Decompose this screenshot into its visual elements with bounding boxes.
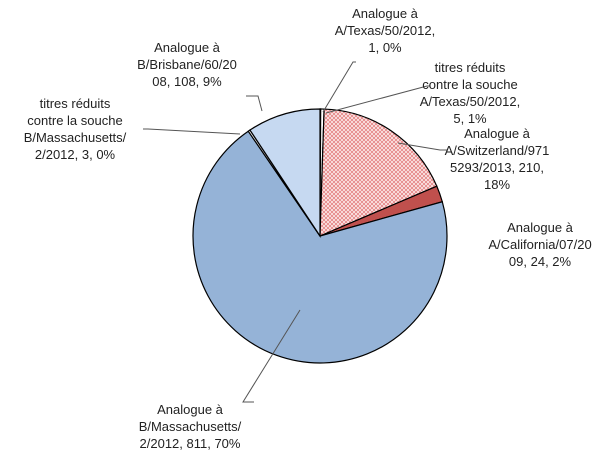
data-label: titres réduits contre la souche B/Massachu… xyxy=(24,96,127,162)
leader-line xyxy=(143,128,241,135)
pie-slice xyxy=(249,108,321,238)
data-label: Analogue à A/California/07/20 09, 24, 2% xyxy=(488,220,591,269)
data-label: Analogue à B/Brisbane/60/20 08, 108, 9% xyxy=(137,40,237,89)
data-label: titres réduits contre la souche A/Texas/50… xyxy=(420,60,520,126)
leader-line xyxy=(242,309,301,403)
data-label: Analogue à A/Switzerland/971 5293/2013, 21… xyxy=(445,126,550,192)
data-label: Analogue à B/Massachusetts/2/2012, 811, 7… xyxy=(139,402,242,451)
leader-line xyxy=(325,85,430,114)
leader-line xyxy=(322,61,356,113)
leader-line xyxy=(397,142,447,151)
data-label: Analogue à A/Texas/50/2012, 1, 0% xyxy=(335,6,435,55)
pie-slice xyxy=(192,130,448,364)
leader-line xyxy=(246,95,263,112)
